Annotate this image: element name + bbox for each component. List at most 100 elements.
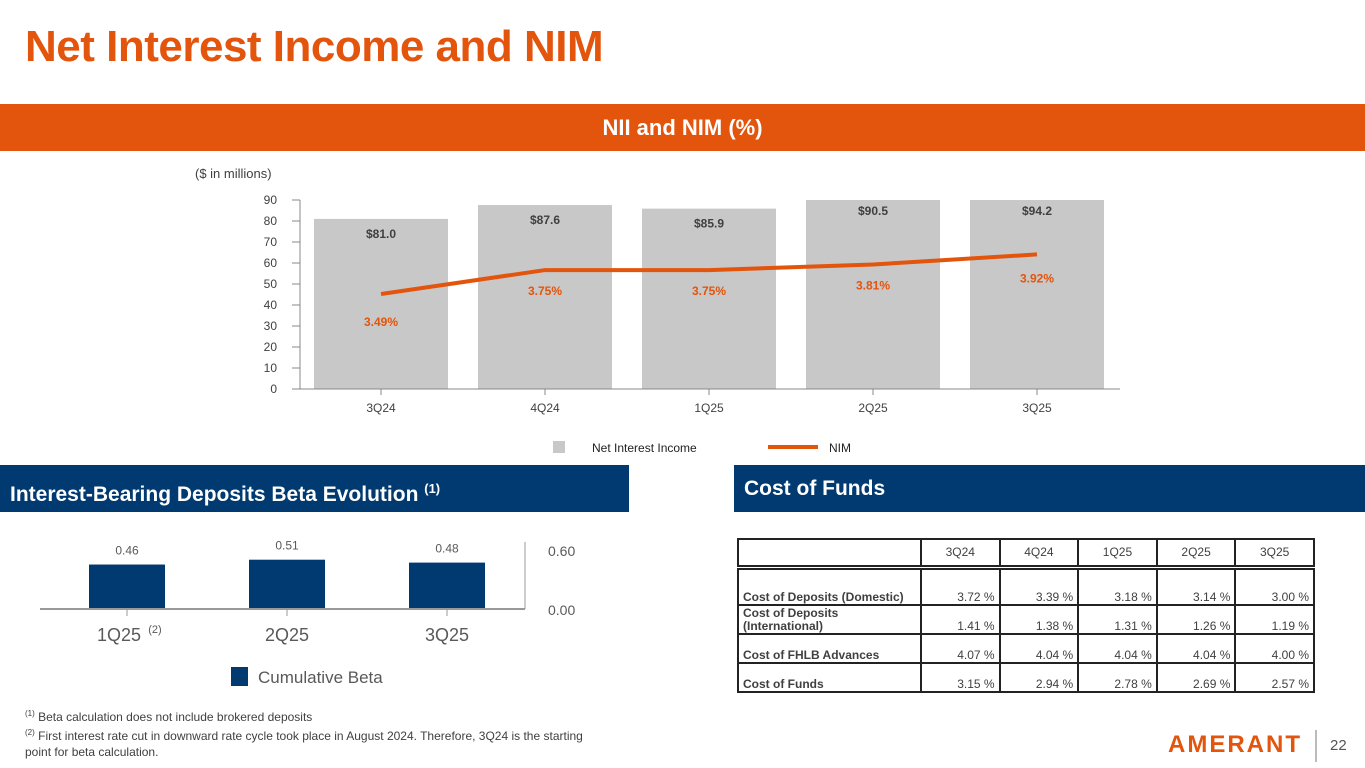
cell-value: 1.26 % [1155, 604, 1237, 635]
cell-value: 2.69 % [1155, 662, 1237, 693]
cell-value: 3.18 % [1077, 566, 1158, 606]
cell-value: 2.94 % [998, 662, 1080, 693]
col-header: 1Q25 [1077, 538, 1158, 570]
footnote-text: Beta calculation does not include broker… [34, 710, 313, 724]
nii-nim-chart: ($ in millions) 0 10 20 30 40 50 60 70 80 90 $81.0 3… [195, 166, 1120, 455]
x-tick-label: 4Q24 [530, 401, 560, 415]
cell-value: 3.39 % [998, 566, 1080, 606]
nii-nim-header: NII and NIM (%) [0, 104, 1365, 151]
cell-value: 3.14 % [1155, 566, 1237, 606]
cell-value: 4.04 % [1077, 633, 1158, 664]
y-axis-label: ($ in millions) [195, 166, 272, 181]
nim-line [380, 252, 1038, 297]
footnote-1: (1) Beta calculation does not include br… [25, 706, 605, 725]
beta-bar [409, 562, 485, 609]
footnotes: (1) Beta calculation does not include br… [25, 706, 605, 760]
nii-bar [314, 218, 448, 389]
row-label: Cost of Funds [737, 662, 922, 693]
nim-data-label: 3.81% [856, 279, 890, 293]
cell-value: 1.38 % [998, 604, 1080, 635]
row-label: Cost of FHLB Advances [737, 633, 922, 664]
legend-label-nii: Net Interest Income [592, 441, 697, 455]
x-tick-label: 1Q25 [97, 625, 141, 645]
cell-value: 4.07 % [920, 633, 1001, 664]
footnote-sup: (2) [25, 728, 35, 737]
table-row: Cost of Deposits (International) 1.41 % 1.… [737, 604, 1315, 635]
x-tick-label: 3Q24 [366, 401, 396, 415]
col-header: 3Q24 [920, 538, 1001, 570]
cof-section-header: Cost of Funds [734, 465, 1365, 512]
y-tick-label: 10 [264, 361, 278, 375]
table-corner [737, 538, 922, 570]
page-number: 22 [1330, 737, 1347, 754]
nii-data-label: $90.5 [858, 204, 888, 218]
beta-section-header: Interest-Bearing Deposits Beta Evolution… [0, 465, 629, 512]
legend-label-beta: Cumulative Beta [258, 668, 383, 687]
x-tick-label: 1Q25 [694, 401, 724, 415]
y-tick-label: 50 [264, 277, 278, 291]
cell-value: 2.57 % [1234, 662, 1315, 693]
nim-data-label: 3.75% [528, 284, 562, 298]
beta-data-label: 0.48 [435, 542, 459, 556]
beta-data-label: 0.46 [115, 544, 139, 558]
cell-value: 4.04 % [998, 633, 1080, 664]
beta-data-label: 0.51 [275, 539, 299, 553]
x-tick-label: 3Q25 [425, 625, 469, 645]
beta-section-title: Interest-Bearing Deposits Beta Evolution [10, 483, 419, 506]
cell-value: 3.72 % [920, 566, 1001, 606]
y-tick-label: 40 [264, 298, 278, 312]
beta-chart: 0.46 1Q25 (2) 0.51 2Q25 0.48 3Q25 0.60 0.00 Cumul… [40, 539, 575, 687]
row-label: Cost of Deposits (International) [737, 604, 922, 635]
cell-value: 1.31 % [1077, 604, 1158, 635]
y-tick-label: 30 [264, 319, 278, 333]
nii-bar [478, 205, 612, 389]
col-header: 4Q24 [998, 538, 1080, 570]
amerant-logo: AMERANT [1168, 731, 1302, 758]
legend-label-nim: NIM [829, 441, 851, 455]
x-tick-sup: (2) [148, 624, 161, 636]
nim-data-label: 3.92% [1020, 271, 1054, 285]
x-tick-label: 2Q25 [265, 625, 309, 645]
col-header: 3Q25 [1234, 538, 1315, 570]
footnote-sup: (1) [25, 709, 35, 718]
beta-bar [249, 559, 325, 609]
y-tick-label: 70 [264, 235, 278, 249]
footer-divider [1315, 730, 1317, 762]
page-title: Net Interest Income and NIM [25, 22, 604, 71]
footnote-2: (2) First interest rate cut in downward … [25, 725, 605, 760]
nim-data-label: 3.75% [692, 284, 726, 298]
cell-value: 1.41 % [920, 604, 1001, 635]
footnote-text: First interest rate cut in downward rate… [25, 729, 583, 759]
nii-bar [806, 200, 940, 389]
beta-section-sup: (1) [424, 481, 441, 496]
cell-value: 3.00 % [1234, 566, 1315, 606]
y-tick-label: 90 [264, 193, 278, 207]
row-label: Cost of Deposits (Domestic) [737, 566, 922, 606]
y-tick-label: 60 [264, 256, 278, 270]
cell-value: 4.00 % [1234, 633, 1315, 664]
legend-swatch-beta [231, 667, 248, 686]
cell-value: 4.04 % [1155, 633, 1237, 664]
cell-value: 3.15 % [920, 662, 1001, 693]
y-tick-label: 0 [270, 382, 277, 396]
legend-swatch-nii [553, 441, 565, 453]
cell-value: 1.19 % [1234, 604, 1315, 635]
y-tick-label: 20 [264, 340, 278, 354]
nii-data-label: $94.2 [1022, 204, 1052, 218]
nim-data-label: 3.49% [364, 315, 398, 329]
y-tick-label: 80 [264, 214, 278, 228]
nii-data-label: $85.9 [694, 217, 724, 231]
y-tick-label: 0.60 [548, 543, 575, 559]
cell-value: 2.78 % [1077, 662, 1158, 693]
x-tick-label: 2Q25 [858, 401, 888, 415]
nii-data-label: $87.6 [530, 213, 560, 227]
table-row: Cost of Deposits (Domestic) 3.72 % 3.39 % 3… [737, 566, 1315, 606]
y-tick-label: 0.00 [548, 602, 575, 618]
nii-data-label: $81.0 [366, 227, 396, 241]
table-row: Cost of Funds 3.15 % 2.94 % 2.78 % 2.69 % 2.5… [737, 662, 1315, 693]
cost-of-funds-table: 3Q24 4Q24 1Q25 2Q25 3Q25 Cost of Deposit… [737, 538, 1315, 693]
col-header: 2Q25 [1155, 538, 1237, 570]
table-row: Cost of FHLB Advances 4.07 % 4.04 % 4.04 % 4… [737, 633, 1315, 664]
nii-bar [970, 200, 1104, 389]
beta-bar [89, 564, 165, 609]
